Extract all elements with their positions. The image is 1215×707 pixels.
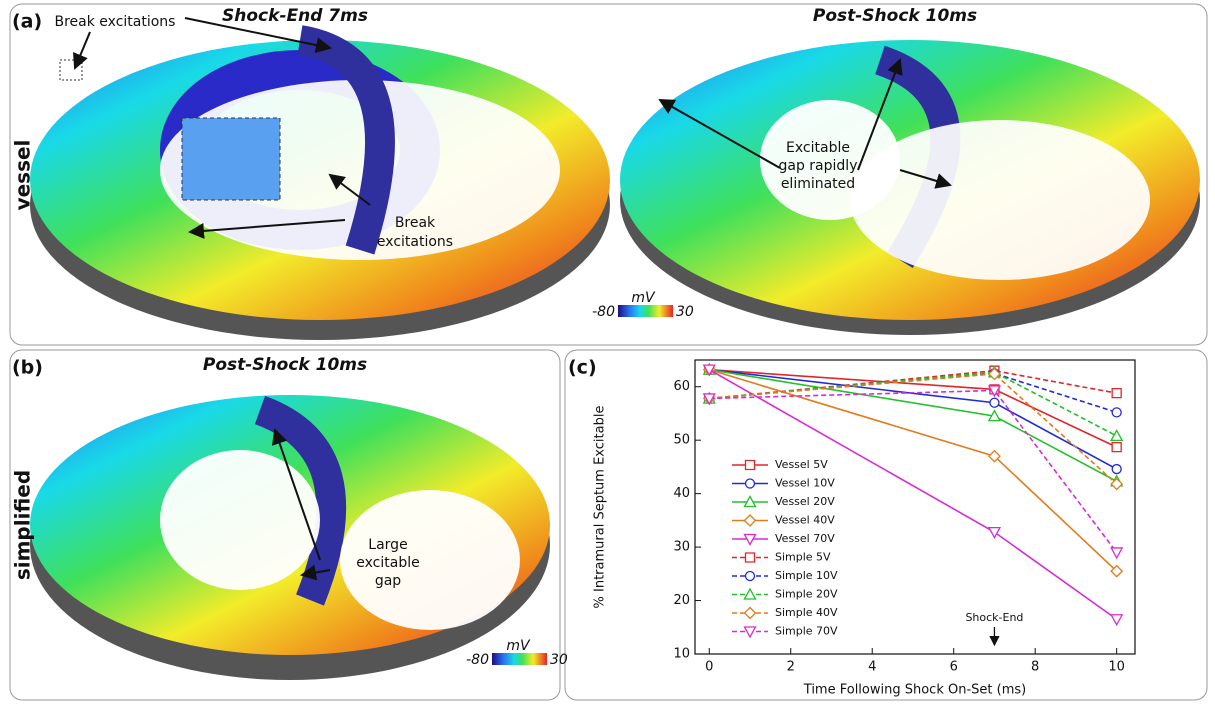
point <box>1112 443 1121 452</box>
legend-marker <box>746 461 755 470</box>
legend-marker <box>745 627 756 637</box>
point <box>1111 430 1122 440</box>
annotation: Break excitations <box>55 14 176 30</box>
x-tick-label: 2 <box>787 660 795 675</box>
point <box>1112 389 1121 398</box>
y-axis-label: % Intramural Septum Excitable <box>593 406 608 609</box>
x-tick-label: 10 <box>1108 660 1125 675</box>
legend-label: Simple 5V <box>775 551 831 564</box>
panel-label: (c) <box>568 357 597 379</box>
heart-render <box>30 40 610 340</box>
legend-label: Vessel 70V <box>775 532 835 545</box>
x-tick-label: 8 <box>1031 660 1039 675</box>
legend-label: Vessel 10V <box>775 477 835 490</box>
point <box>989 528 1000 538</box>
panel-label: (a) <box>12 11 42 33</box>
figure: (a) Shock-End 7ms Post-Shock 10ms vessel… <box>0 0 1215 703</box>
point <box>990 398 999 407</box>
colorbar-min: -80 <box>466 652 489 668</box>
series-line <box>709 390 1116 552</box>
y-tick-label: 40 <box>673 486 690 501</box>
colorbar <box>618 305 673 317</box>
x-tick-label: 0 <box>705 660 713 675</box>
legend-marker <box>745 589 756 599</box>
point <box>1111 548 1122 558</box>
y-tick-label: 30 <box>673 540 690 555</box>
point <box>1112 465 1121 474</box>
legend-label: Vessel 5V <box>775 458 828 471</box>
annotation: gap rapidly <box>779 158 858 174</box>
series-line <box>709 371 1116 399</box>
annotation: Large <box>368 537 407 553</box>
legend-marker <box>746 553 755 562</box>
side-label: simplified <box>11 470 35 580</box>
legend-label: Vessel 40V <box>775 514 835 527</box>
plot-frame <box>695 360 1135 654</box>
x-tick-label: 6 <box>950 660 958 675</box>
panel-label: (b) <box>12 357 43 379</box>
x-tick-label: 4 <box>868 660 876 675</box>
colorbar-unit: mV <box>506 638 531 654</box>
point <box>1111 615 1122 625</box>
annotation: Shock-End <box>965 611 1023 624</box>
annotation: excitable <box>356 555 419 571</box>
legend-marker <box>745 515 756 526</box>
panel-frame <box>565 350 1207 700</box>
point <box>1112 408 1121 417</box>
series-line <box>709 370 1116 482</box>
legend-marker <box>746 479 755 488</box>
legend-marker <box>746 572 755 581</box>
panel-title: Post-Shock 10ms <box>813 6 977 26</box>
colorbar-max: 30 <box>550 652 568 668</box>
y-tick-label: 50 <box>673 433 690 448</box>
colorbar-unit: mV <box>631 290 656 306</box>
legend-marker <box>745 608 756 619</box>
y-tick-label: 60 <box>673 379 690 394</box>
side-label: vessel <box>11 140 35 211</box>
annotation: gap <box>375 573 401 589</box>
legend-label: Simple 10V <box>775 569 838 582</box>
annotation: Break <box>395 215 436 231</box>
y-tick-label: 20 <box>673 593 690 608</box>
legend-label: Vessel 20V <box>775 495 835 508</box>
annotation: Excitable <box>786 140 850 156</box>
panel-title: Shock-End 7ms <box>222 6 368 26</box>
annotation: eliminated <box>781 176 855 192</box>
legend-label: Simple 70V <box>775 625 838 638</box>
series-line <box>709 370 1116 620</box>
panel-title: Post-Shock 10ms <box>203 355 367 375</box>
x-axis-label: Time Following Shock On-Set (ms) <box>803 683 1026 698</box>
colorbar-max: 30 <box>676 304 694 320</box>
legend-label: Simple 20V <box>775 588 838 601</box>
annotation: excitations <box>377 234 453 250</box>
heart-render <box>30 395 550 680</box>
colorbar-min: -80 <box>592 304 615 320</box>
heart-render <box>620 40 1200 335</box>
colorbar <box>492 653 547 665</box>
y-tick-label: 10 <box>673 647 690 662</box>
series-line <box>709 374 1116 484</box>
legend-label: Simple 40V <box>775 606 838 619</box>
